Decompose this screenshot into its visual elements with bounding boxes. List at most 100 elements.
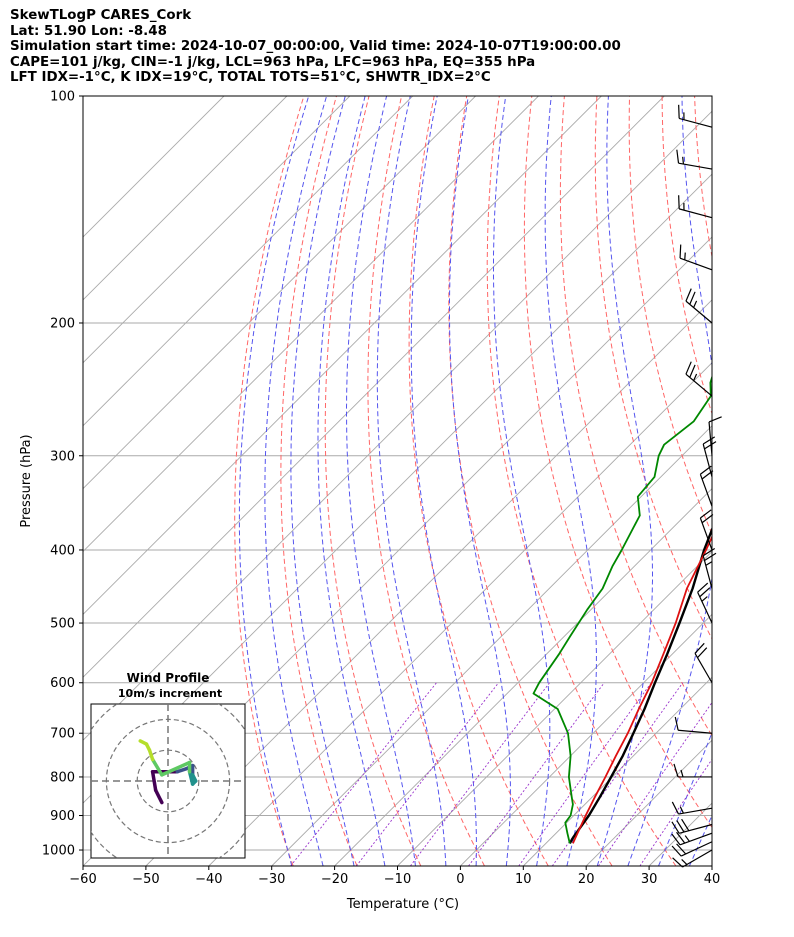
dry-adiabat (661, 96, 712, 416)
hodograph-segment (150, 770, 158, 792)
isotherm-line (271, 425, 712, 866)
dry-adiabat (280, 96, 358, 866)
time-line: Simulation start time: 2024-10-07_00:00:… (10, 39, 621, 55)
y-tick-label: 300 (50, 449, 75, 464)
wind-barb (671, 801, 713, 815)
hodograph-segment (160, 760, 192, 777)
indices-line: LFT IDX=-1°C, K IDX=19°C, TOTAL TOTS=51°… (10, 70, 491, 86)
y-tick-label: 200 (50, 316, 75, 331)
moist-adiabat (317, 96, 386, 866)
isotherm-line (83, 96, 288, 301)
moist-adiabat (449, 96, 511, 866)
y-axis-label: Pressure (hPa) (19, 434, 34, 527)
hodograph-segment (153, 788, 164, 805)
parcel-line (568, 526, 712, 844)
dry-adiabat (760, 96, 794, 866)
isotherm-line (397, 550, 712, 866)
y-tick-label: 600 (50, 676, 75, 691)
isotherm-line (334, 487, 712, 866)
y-tick-label: 400 (50, 543, 75, 558)
x-tick-label: −20 (321, 872, 348, 887)
dry-adiabat (367, 96, 485, 866)
wind-barb (699, 509, 714, 551)
moist-adiabat (596, 96, 653, 866)
wind-barb (678, 195, 713, 219)
dry-adiabat (486, 96, 677, 866)
moist-adiabat (720, 96, 794, 866)
dry-adiabat (234, 96, 305, 866)
hodograph-segment (150, 757, 164, 777)
moist-adiabat (376, 96, 447, 866)
temperature-line (572, 534, 712, 844)
x-tick-label: −30 (258, 872, 285, 887)
wind-barb (685, 288, 713, 324)
stability-line: CAPE=101 j/kg, CIN=-1 j/kg, LCL=963 hPa,… (10, 54, 536, 70)
axis-ticks: −60 −50 −40 −30 −20 −10 0 10 20 30 40 100 200 300 400 5… (42, 90, 720, 888)
mixing-ratio-line (290, 682, 437, 866)
y-tick-label: 100 (50, 90, 75, 105)
x-tick-label: −50 (132, 872, 159, 887)
x-tick-label: 20 (578, 872, 595, 887)
wind-barb (678, 104, 713, 128)
hodograph-segment (138, 739, 149, 746)
x-tick-label: 10 (515, 872, 532, 887)
x-tick-label: −60 (69, 872, 96, 887)
isotherm-line (83, 96, 602, 616)
mixing-ratio-line (639, 758, 712, 866)
wind-barb (694, 642, 713, 684)
moist-adiabat (410, 96, 477, 866)
moist-adiabat (544, 96, 597, 866)
dry-adiabat (523, 96, 712, 829)
wind-barb (702, 547, 717, 589)
wind-barb (679, 244, 713, 271)
moist-adiabat (658, 731, 712, 866)
x-tick-label: 0 (456, 872, 464, 887)
wind-barb (697, 582, 713, 624)
x-tick-label: 40 (704, 872, 721, 887)
cape-area (728, 96, 794, 477)
moist-adiabat (493, 96, 551, 866)
isotherm-line (711, 865, 712, 866)
wind-barb (676, 149, 713, 170)
isotherm-line (522, 676, 712, 866)
x-axis-label: Temperature (°C) (346, 897, 459, 912)
wind-barb (674, 716, 713, 734)
dry-adiabat (448, 96, 613, 866)
y-tick-label: 1000 (42, 844, 75, 859)
profile-lines (532, 96, 794, 844)
moist-adiabat (264, 96, 328, 866)
wind-barb (671, 818, 713, 834)
wind-barb (672, 849, 713, 868)
dry-adiabat (694, 96, 712, 260)
x-tick-label: 30 (641, 872, 658, 887)
chart-header: SkewTLogP CARES_Cork Lat: 51.90 Lon: -8.… (10, 8, 621, 86)
isotherm-line (83, 96, 351, 364)
isotherm-line (83, 110, 712, 741)
x-tick-label: −40 (195, 872, 222, 887)
moist-adiabat (346, 96, 416, 866)
wind-barb (708, 416, 722, 456)
background-grid (83, 96, 794, 866)
mixing-ratio-line (518, 682, 652, 866)
mixing-ratio-line (598, 701, 712, 866)
isotherm-line (208, 362, 712, 866)
dry-adiabat (324, 96, 422, 866)
wind-barbs (671, 104, 722, 868)
hodograph-title: Wind Profile (127, 671, 210, 685)
isotherm-line (83, 96, 665, 678)
isotherm-line (83, 96, 225, 238)
y-tick-label: 700 (50, 727, 75, 742)
moist-adiabat (627, 96, 712, 866)
hodograph-inset: Wind Profile 10m/s increment (90, 671, 246, 859)
dry-adiabat (628, 96, 712, 535)
hodograph-segment (187, 770, 195, 786)
isotherm-line (648, 802, 712, 866)
x-tick-label: −10 (384, 872, 411, 887)
isotherm-line (83, 96, 539, 553)
y-tick-label: 900 (50, 809, 75, 824)
wind-barb (673, 763, 712, 778)
isotherm-line (83, 96, 476, 490)
dewpoint-line (532, 374, 712, 844)
chart-title: SkewTLogP CARES_Cork (10, 8, 192, 23)
isotherm-line (460, 613, 712, 866)
